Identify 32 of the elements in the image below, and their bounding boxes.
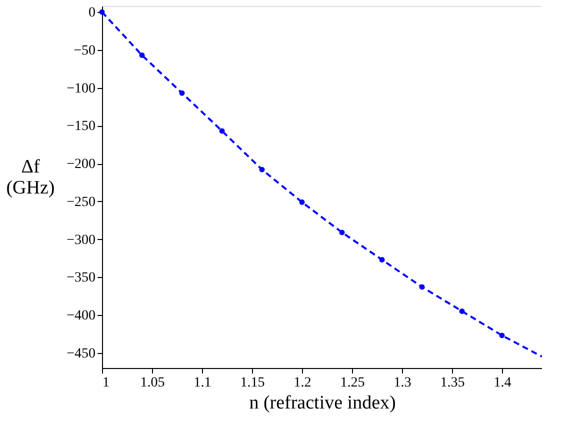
x-axis-title: n (refractive index)	[249, 392, 396, 414]
x-tick-label: 1.15	[240, 376, 265, 390]
x-tick-label: 1.05	[140, 376, 165, 390]
y-tick-label: −100	[66, 81, 96, 96]
y-tick-label: −450	[66, 346, 96, 362]
point	[419, 284, 425, 290]
x-tick-label: 1.1	[194, 376, 212, 390]
point	[459, 308, 465, 314]
y-tick-label: −150	[66, 119, 96, 134]
point	[339, 230, 345, 236]
point	[259, 166, 265, 172]
point	[299, 199, 305, 205]
x-tick-label: 1.4	[494, 376, 512, 390]
point	[499, 332, 505, 338]
y-tick-label: 0	[88, 6, 96, 21]
y-tick-label: −350	[66, 270, 96, 286]
x-tick-label: 1.3	[394, 376, 412, 390]
x-tick-label: 1	[102, 376, 110, 390]
y-tick-label: −250	[66, 194, 96, 210]
y-tick-label: −50	[74, 43, 96, 58]
point	[179, 90, 185, 96]
point	[219, 128, 225, 134]
y-tick-label: −400	[66, 308, 96, 324]
y-axis-title: Δf (GHz)	[6, 156, 55, 198]
x-tick-label: 1.25	[340, 376, 365, 390]
x-tick-label: 1.35	[440, 376, 465, 390]
x-tick-label: 1.2	[294, 376, 312, 390]
y-tick-label: −300	[66, 232, 96, 248]
point	[139, 52, 145, 58]
y-tick-label: −200	[66, 157, 96, 172]
point	[379, 256, 385, 262]
point	[99, 9, 105, 15]
